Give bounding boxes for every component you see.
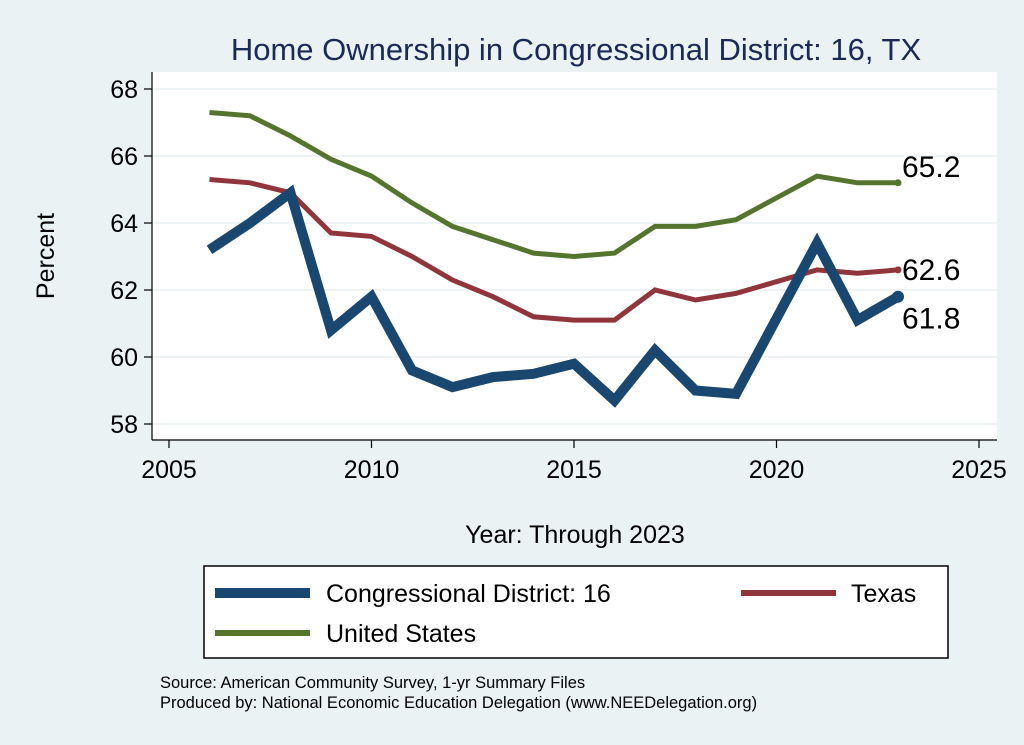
series-line-texas: [209, 177, 899, 323]
y-tick-label: 58: [110, 411, 138, 439]
producer-note: Produced by: National Economic Education…: [160, 694, 757, 712]
end-label-texas: 62.6: [902, 254, 960, 287]
end-label-us: 65.2: [902, 151, 960, 184]
y-tick-label: 60: [110, 344, 138, 372]
legend-box: [203, 565, 949, 659]
y-axis-title: Percent: [32, 213, 60, 299]
series-end-point-district: [892, 290, 904, 303]
y-tick-label: 68: [110, 76, 138, 104]
legend: Congressional District: 16 Texas United …: [203, 565, 949, 659]
source-note: Source: American Community Survey, 1-yr …: [160, 674, 585, 692]
series-line-us: [209, 110, 898, 260]
gridlines: [152, 88, 997, 425]
series-lines: [206, 110, 904, 408]
end-label-district: 61.8: [902, 303, 960, 336]
legend-label-district: Congressional District: 16: [326, 580, 611, 608]
series-end-point-us: [894, 179, 902, 187]
x-axis-title: Year: Through 2023: [465, 521, 685, 549]
x-tick-label: 2010: [344, 456, 400, 484]
x-tick-label: 2020: [749, 456, 805, 484]
axes: 58 60 62 64 66 68 2005 2010 2015 2020 2025: [110, 72, 1007, 484]
legend-label-texas: Texas: [851, 580, 916, 608]
x-tick-label: 2005: [141, 456, 197, 484]
y-tick-label: 66: [110, 143, 138, 171]
end-labels: 65.2 62.6 61.8: [902, 151, 960, 336]
x-tick-label: 2015: [546, 456, 602, 484]
legend-label-us: United States: [326, 620, 476, 648]
x-tick-label: 2025: [951, 456, 1007, 484]
series-line-district: [206, 184, 901, 408]
y-tick-label: 62: [110, 277, 138, 305]
y-tick-label: 64: [110, 210, 138, 238]
chart-title: Home Ownership in Congressional District…: [231, 32, 922, 67]
series-end-point-texas: [894, 266, 902, 274]
